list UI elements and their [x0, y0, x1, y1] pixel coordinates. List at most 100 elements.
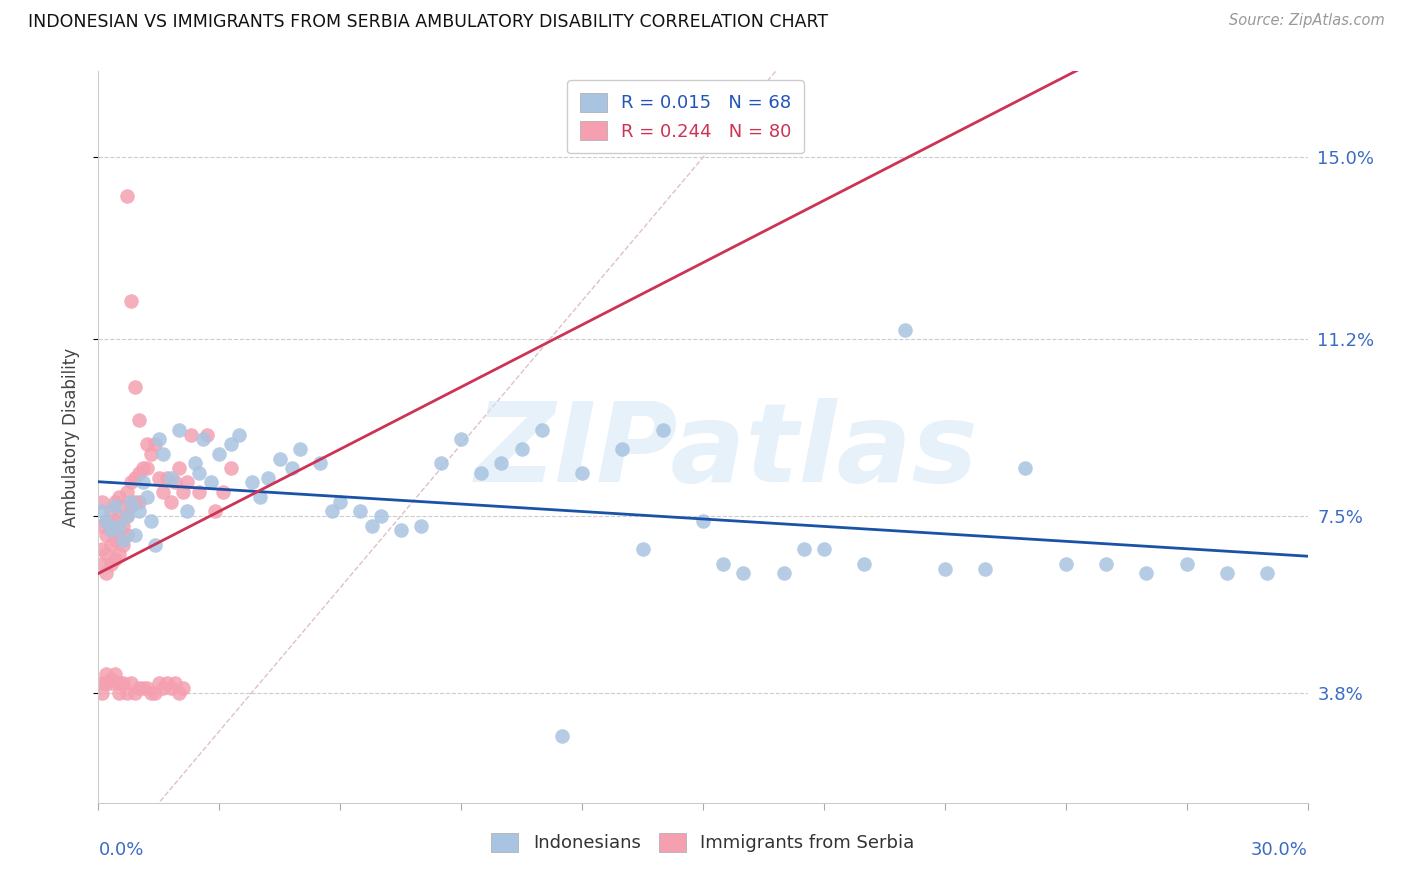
Point	[221, 437, 243, 451]
Point	[124, 471, 146, 485]
Point	[176, 475, 198, 490]
Point	[100, 504, 122, 518]
Point	[167, 686, 190, 700]
Point	[188, 485, 211, 500]
Point	[1054, 557, 1077, 571]
Point	[96, 514, 118, 528]
Point	[96, 676, 118, 690]
Point	[124, 494, 146, 508]
Point	[120, 494, 142, 508]
Point	[107, 508, 129, 523]
Point	[491, 456, 513, 470]
Point	[103, 666, 125, 681]
Point	[132, 461, 155, 475]
Point	[188, 466, 211, 480]
Point	[269, 451, 291, 466]
Point	[135, 461, 157, 475]
Point	[1256, 566, 1278, 581]
Y-axis label: Ambulatory Disability: Ambulatory Disability	[62, 348, 80, 526]
Point	[111, 533, 134, 547]
Point	[1175, 557, 1198, 571]
Point	[135, 681, 157, 695]
Point	[148, 471, 170, 485]
Point	[103, 494, 125, 508]
Point	[107, 490, 129, 504]
Point	[1014, 461, 1036, 475]
Point	[111, 676, 134, 690]
Point	[91, 518, 114, 533]
Point	[111, 518, 134, 533]
Point	[711, 557, 734, 571]
Point	[450, 433, 472, 447]
Point	[148, 676, 170, 690]
Point	[96, 666, 118, 681]
Point	[152, 681, 174, 695]
Point	[1095, 557, 1118, 571]
Point	[793, 542, 815, 557]
Point	[228, 427, 250, 442]
Point	[160, 494, 183, 508]
Point	[135, 490, 157, 504]
Point	[309, 456, 332, 470]
Point	[111, 538, 134, 552]
Point	[107, 676, 129, 690]
Point	[612, 442, 634, 456]
Point	[349, 504, 371, 518]
Point	[103, 500, 125, 514]
Text: INDONESIAN VS IMMIGRANTS FROM SERBIA AMBULATORY DISABILITY CORRELATION CHART: INDONESIAN VS IMMIGRANTS FROM SERBIA AMB…	[28, 13, 828, 31]
Point	[167, 423, 190, 437]
Point	[772, 566, 794, 581]
Point	[571, 466, 593, 480]
Point	[139, 447, 162, 461]
Point	[172, 681, 194, 695]
Point	[430, 456, 453, 470]
Point	[91, 686, 114, 700]
Point	[115, 528, 138, 542]
Point	[100, 676, 122, 690]
Point	[128, 504, 150, 518]
Point	[934, 561, 956, 575]
Point	[256, 471, 278, 485]
Point	[115, 188, 138, 202]
Point	[389, 524, 412, 538]
Point	[1216, 566, 1239, 581]
Point	[100, 524, 122, 538]
Point	[163, 475, 186, 490]
Point	[107, 547, 129, 561]
Point	[510, 442, 533, 456]
Point	[103, 514, 125, 528]
Point	[329, 494, 352, 508]
Text: 0.0%: 0.0%	[98, 841, 143, 859]
Point	[132, 681, 155, 695]
Point	[160, 471, 183, 485]
Point	[156, 676, 179, 690]
Point	[100, 672, 122, 686]
Point	[692, 514, 714, 528]
Point	[128, 681, 150, 695]
Point	[733, 566, 755, 581]
Point	[288, 442, 311, 456]
Point	[103, 533, 125, 547]
Point	[96, 514, 118, 528]
Point	[1135, 566, 1157, 581]
Point	[208, 447, 231, 461]
Point	[470, 466, 492, 480]
Point	[409, 518, 432, 533]
Point	[148, 433, 170, 447]
Point	[195, 427, 218, 442]
Point	[651, 423, 673, 437]
Point	[853, 557, 876, 571]
Point	[124, 528, 146, 542]
Point	[167, 461, 190, 475]
Point	[100, 524, 122, 538]
Point	[172, 485, 194, 500]
Point	[128, 494, 150, 508]
Point	[281, 461, 304, 475]
Point	[91, 504, 114, 518]
Point	[143, 538, 166, 552]
Point	[163, 676, 186, 690]
Point	[115, 686, 138, 700]
Text: 30.0%: 30.0%	[1251, 841, 1308, 859]
Point	[91, 542, 114, 557]
Point	[321, 504, 343, 518]
